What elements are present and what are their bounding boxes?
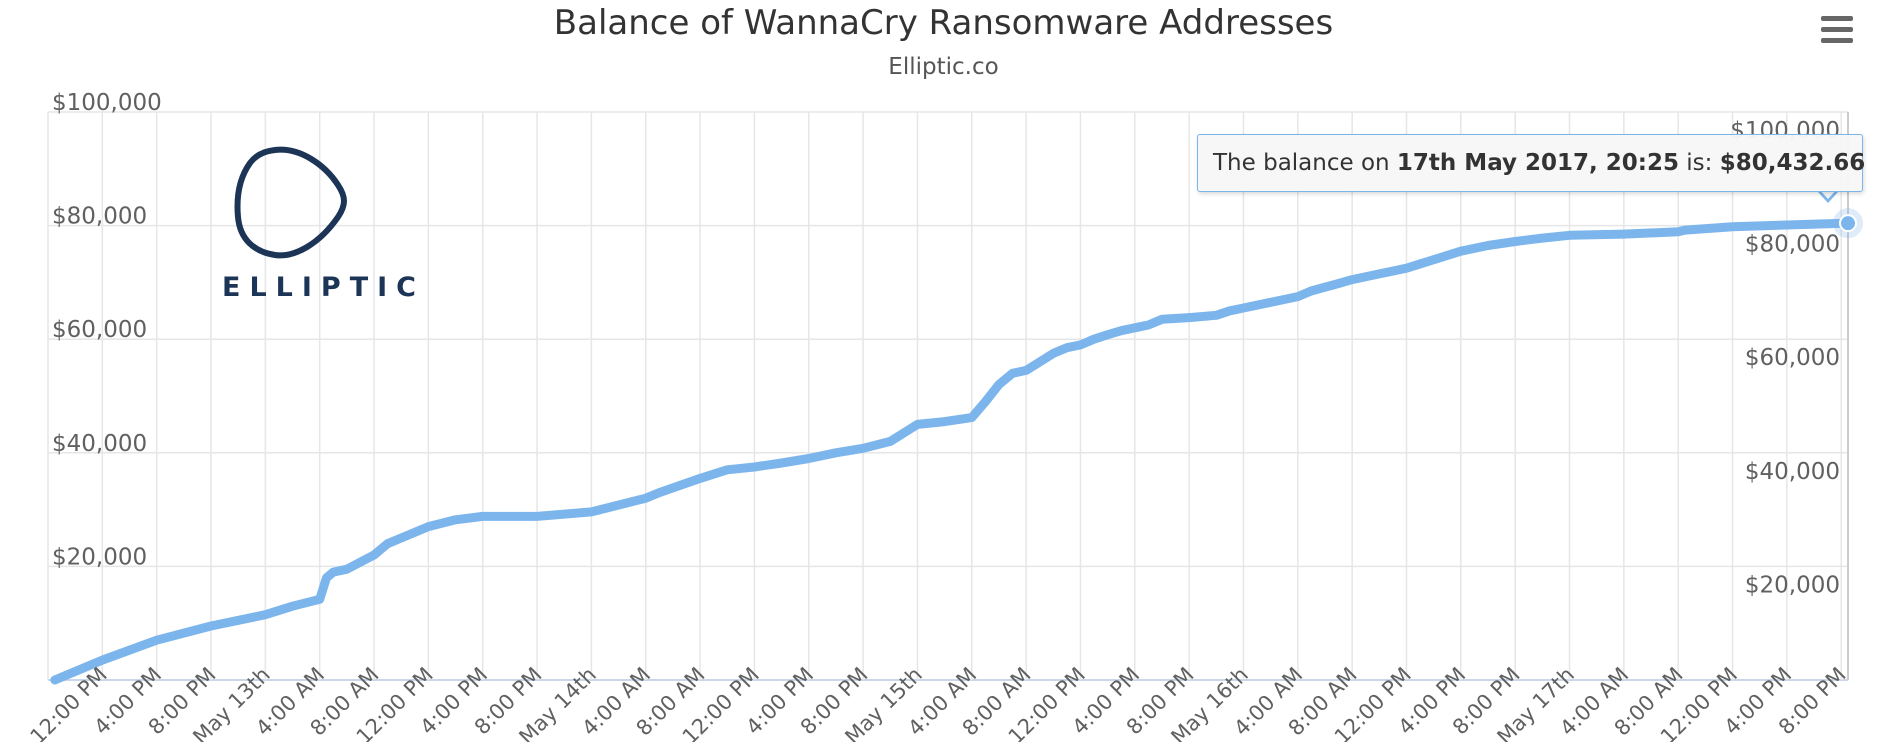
y-tick-label-left: $40,000 [52, 431, 147, 457]
y-tick-label-right: $20,000 [1745, 572, 1840, 598]
hamburger-menu-icon-bar [1821, 38, 1853, 43]
tooltip-pointer-inner [1819, 189, 1837, 199]
chart-title: Balance of WannaCry Ransomware Addresses [553, 3, 1334, 43]
logo-text: ELLIPTIC [222, 272, 425, 303]
tooltip: The balance on 17th May 2017, 20:25 is: … [1197, 134, 1866, 192]
elliptic-logo-icon [234, 146, 347, 259]
highlighted-point [1839, 214, 1857, 233]
series-layer [50, 112, 1863, 685]
y-tick-label-right: $60,000 [1745, 345, 1840, 371]
y-axis-left-labels: $20,000 $40,000 $60,000 $80,000 $100,000 [52, 90, 162, 570]
hamburger-menu-button[interactable] [1817, 12, 1857, 48]
hamburger-menu-icon [1821, 16, 1853, 21]
grid-lines [47, 111, 1848, 681]
y-tick-label-left: $80,000 [52, 204, 147, 230]
y-tick-label-left: $100,000 [52, 90, 162, 116]
y-tick-label-right: $40,000 [1745, 459, 1840, 485]
hamburger-menu-icon-bar [1821, 27, 1853, 32]
y-tick-label-left: $20,000 [52, 544, 147, 570]
tooltip-date: 17th May 2017, 20:25 [1396, 150, 1679, 176]
y-tick-label-left: $60,000 [52, 317, 147, 343]
tooltip-value: $80,432.66 [1719, 150, 1866, 176]
tooltip-middle: is: [1678, 150, 1720, 176]
series-line-balance [50, 218, 1853, 685]
y-tick-label-right: $80,000 [1745, 232, 1840, 258]
tooltip-prefix: The balance on [1213, 150, 1397, 176]
chart-subtitle: Elliptic.co [888, 54, 999, 80]
